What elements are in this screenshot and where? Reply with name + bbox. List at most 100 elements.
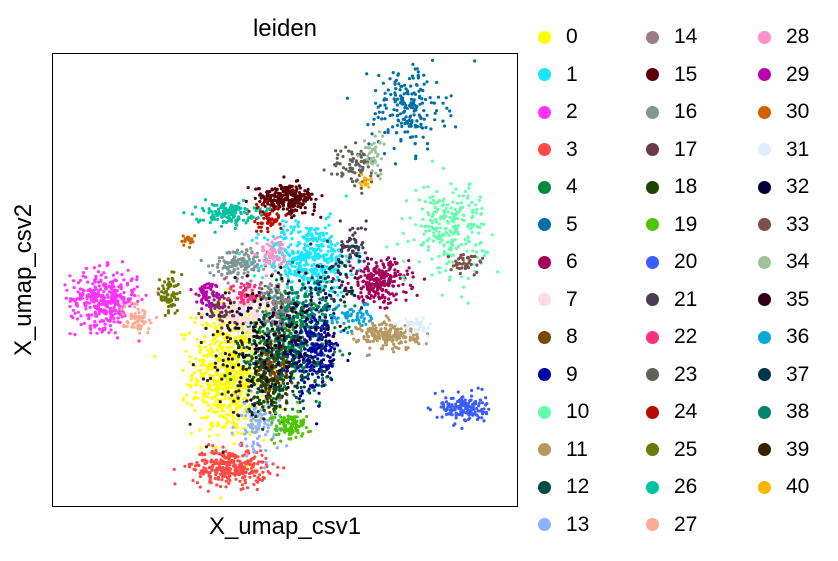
point-cluster-1 — [328, 289, 332, 293]
point-cluster-0 — [203, 345, 208, 349]
point-cluster-21 — [334, 262, 338, 266]
point-cluster-1 — [315, 226, 319, 231]
point-cluster-13 — [249, 418, 253, 422]
point-cluster-21 — [354, 240, 358, 244]
point-cluster-10 — [442, 250, 446, 254]
point-cluster-2 — [94, 277, 98, 281]
point-cluster-9 — [298, 363, 303, 367]
point-cluster-10 — [417, 260, 421, 264]
point-cluster-9 — [316, 325, 320, 329]
point-cluster-15 — [297, 184, 301, 188]
point-cluster-7 — [225, 317, 229, 321]
point-cluster-19 — [296, 428, 300, 432]
point-cluster-1 — [289, 225, 293, 229]
point-cluster-3 — [276, 465, 280, 469]
point-cluster-19 — [305, 414, 309, 419]
point-cluster-22 — [259, 281, 263, 285]
point-cluster-0 — [216, 433, 220, 437]
point-cluster-3 — [241, 469, 246, 473]
point-cluster-1 — [296, 267, 300, 271]
point-cluster-18 — [267, 405, 271, 409]
point-cluster-0 — [189, 316, 193, 320]
point-cluster-1 — [319, 262, 323, 266]
cluster-10-points — [385, 159, 500, 305]
point-cluster-3 — [243, 478, 247, 482]
point-cluster-18 — [276, 354, 280, 358]
point-cluster-0 — [199, 371, 203, 375]
point-cluster-11 — [384, 314, 388, 318]
point-cluster-21 — [347, 236, 352, 240]
point-cluster-9 — [305, 365, 309, 369]
point-cluster-6 — [377, 270, 381, 274]
point-cluster-16 — [199, 258, 203, 262]
point-cluster-20 — [433, 391, 437, 395]
point-cluster-1 — [320, 269, 324, 273]
point-cluster-1 — [297, 230, 301, 234]
point-cluster-1 — [339, 290, 343, 294]
point-cluster-11 — [384, 322, 388, 327]
point-cluster-1 — [289, 280, 293, 284]
point-cluster-11 — [371, 321, 375, 325]
point-cluster-10 — [450, 218, 454, 222]
point-cluster-6 — [376, 292, 380, 296]
point-cluster-10 — [478, 242, 482, 246]
point-cluster-6 — [370, 274, 374, 278]
point-cluster-19 — [296, 410, 300, 414]
point-cluster-1 — [310, 246, 314, 250]
point-cluster-11 — [396, 327, 400, 331]
point-cluster-12 — [248, 363, 252, 367]
point-cluster-9 — [309, 326, 313, 330]
point-cluster-0 — [209, 388, 214, 392]
point-cluster-0 — [199, 384, 204, 388]
point-cluster-20 — [470, 394, 474, 398]
point-cluster-3 — [222, 468, 226, 472]
point-cluster-2 — [111, 280, 115, 285]
point-cluster-0 — [205, 401, 209, 405]
point-cluster-15 — [290, 216, 294, 220]
point-cluster-5 — [421, 135, 425, 139]
point-cluster-21 — [359, 226, 363, 230]
point-cluster-0 — [232, 442, 236, 446]
point-cluster-18 — [277, 393, 281, 397]
point-cluster-4 — [318, 401, 322, 405]
point-cluster-9 — [311, 342, 315, 346]
point-cluster-21 — [351, 233, 355, 237]
point-cluster-18 — [255, 378, 260, 383]
point-cluster-18 — [273, 404, 277, 409]
point-cluster-3 — [259, 466, 263, 470]
point-cluster-2 — [102, 271, 106, 275]
point-cluster-2 — [72, 279, 76, 283]
point-cluster-0 — [199, 375, 204, 379]
point-cluster-20 — [449, 396, 453, 401]
point-cluster-6 — [359, 287, 363, 291]
point-cluster-3 — [211, 444, 215, 448]
point-cluster-3 — [253, 469, 257, 473]
point-cluster-12 — [291, 359, 295, 363]
point-cluster-23 — [335, 156, 339, 160]
point-cluster-0 — [198, 428, 202, 432]
point-cluster-6 — [369, 294, 373, 298]
point-cluster-16 — [243, 266, 248, 270]
point-cluster-16 — [222, 259, 226, 263]
point-cluster-16 — [217, 269, 221, 274]
point-cluster-0 — [188, 355, 192, 359]
point-cluster-10 — [422, 185, 426, 189]
point-cluster-6 — [365, 294, 369, 299]
point-cluster-9 — [311, 385, 315, 389]
point-cluster-5 — [395, 103, 399, 107]
point-cluster-0 — [211, 337, 215, 341]
point-cluster-14 — [268, 282, 272, 286]
point-cluster-10 — [437, 222, 441, 226]
point-cluster-19 — [277, 419, 281, 423]
point-cluster-3 — [203, 452, 207, 457]
point-cluster-20 — [484, 410, 488, 415]
point-cluster-19 — [295, 419, 299, 423]
point-cluster-2 — [133, 293, 137, 298]
point-cluster-1 — [315, 239, 320, 243]
point-cluster-0 — [244, 337, 248, 341]
point-cluster-10 — [460, 295, 464, 299]
point-cluster-15 — [263, 204, 267, 208]
point-cluster-5 — [433, 111, 437, 115]
point-cluster-1 — [294, 219, 298, 223]
point-cluster-4 — [291, 260, 295, 264]
